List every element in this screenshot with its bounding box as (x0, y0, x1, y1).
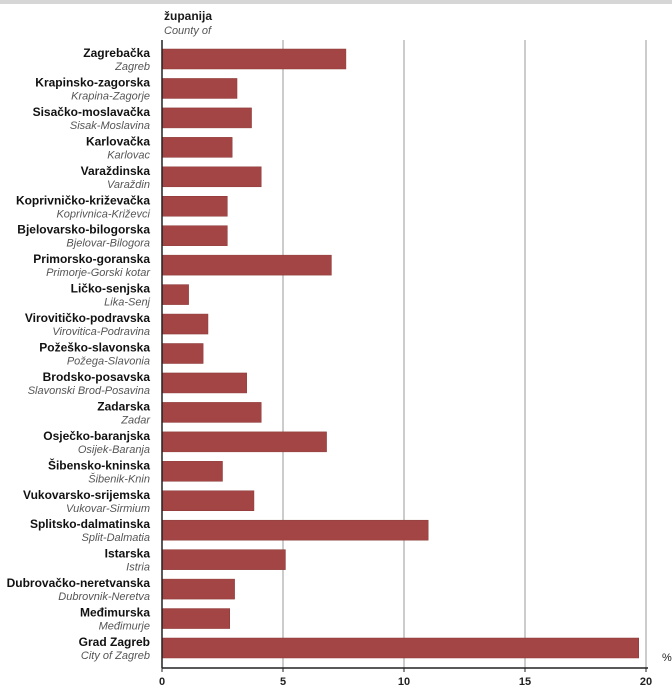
bar (161, 402, 262, 423)
bar (161, 225, 228, 246)
bar (161, 578, 235, 600)
category-header: županija (164, 9, 212, 23)
bar (161, 461, 223, 482)
bar (161, 519, 429, 541)
category-label: Ličko-senjska (71, 282, 151, 296)
category-label: Međimurska (80, 606, 150, 620)
x-tick-label: 20 (640, 676, 652, 688)
category-label-english: Dubrovnik-Neretva (58, 591, 150, 603)
category-label-english: Koprivnica-Križevci (56, 208, 150, 220)
x-tick-label: 5 (280, 676, 286, 688)
bar (161, 431, 327, 453)
category-label: Istarska (105, 547, 151, 561)
bar (161, 78, 238, 99)
category-label: Karlovačka (86, 134, 150, 148)
category-label-english: Krapina-Zagorje (71, 90, 150, 102)
category-label: Virovitičko-podravska (25, 311, 150, 325)
category-label-english: Slavonski Brod-Posavina (28, 385, 150, 397)
category-label: Požeško-slavonska (39, 341, 150, 355)
category-label: Grad Zagreb (79, 635, 150, 649)
category-label: Primorsko-goranska (33, 252, 150, 266)
category-label: Vukovarsko-srijemska (23, 488, 150, 502)
bar (161, 196, 228, 217)
category-label-english: Osijek-Baranja (78, 444, 150, 456)
bar (161, 608, 231, 629)
bar (161, 166, 262, 188)
category-label: Zagrebačka (83, 46, 150, 60)
bar (161, 372, 247, 394)
category-label: Šibensko-kninska (48, 457, 150, 472)
top-rule (0, 0, 672, 4)
category-label-english: Karlovac (107, 149, 150, 161)
bar (161, 490, 255, 511)
bar (161, 48, 347, 70)
category-label-english: Varaždin (107, 179, 150, 191)
category-label-english: Požega-Slavonia (67, 356, 150, 368)
category-label-english: Vukovar-Sirmium (66, 503, 150, 515)
category-label: Krapinsko-zagorska (35, 75, 150, 89)
category-label: Osječko-baranjska (43, 429, 150, 443)
category-label-english: Sisak-Moslavina (70, 120, 150, 132)
category-label: Varaždinska (81, 164, 151, 178)
grid-lines (282, 40, 647, 668)
category-label-english: Bjelovar-Bilogora (66, 238, 150, 250)
category-label: Splitsko-dalmatinska (30, 517, 150, 531)
category-label-english: City of Zagreb (81, 650, 150, 662)
x-tick-label: 0 (159, 676, 165, 688)
x-tick-label: 15 (519, 676, 531, 688)
category-label: Sisačko-moslavačka (33, 105, 151, 119)
category-header-english: County of (164, 25, 212, 37)
category-label: Zadarska (97, 399, 150, 413)
category-label: Koprivničko-križevačka (16, 193, 150, 207)
bar (161, 313, 209, 335)
category-label-english: Istria (126, 562, 150, 574)
category-label: Dubrovačko-neretvanska (7, 576, 151, 590)
category-label-english: Međimurje (99, 621, 150, 633)
bar (161, 343, 204, 364)
bar (161, 107, 252, 129)
category-label-english: Lika-Senj (104, 297, 150, 309)
bar (161, 137, 233, 158)
bar (161, 254, 332, 276)
bars (161, 48, 639, 659)
category-label-english: Virovitica-Podravina (52, 326, 150, 338)
category-label-english: Split-Dalmatia (82, 532, 150, 544)
category-label: Bjelovarsko-bilogorska (17, 223, 150, 237)
category-label-english: Zadar (120, 414, 151, 426)
bar (161, 284, 189, 305)
category-label-english: Šibenik-Knin (88, 472, 150, 485)
category-label: Brodsko-posavska (43, 370, 151, 384)
bar (161, 637, 639, 659)
category-label-english: Primorje-Gorski kotar (46, 267, 151, 279)
category-label-english: Zagreb (114, 61, 150, 73)
x-unit-label: % (662, 652, 672, 664)
x-tick-label: 10 (398, 676, 410, 688)
bar (161, 549, 286, 570)
x-axis: 0 5 10 15 20 (159, 40, 652, 688)
